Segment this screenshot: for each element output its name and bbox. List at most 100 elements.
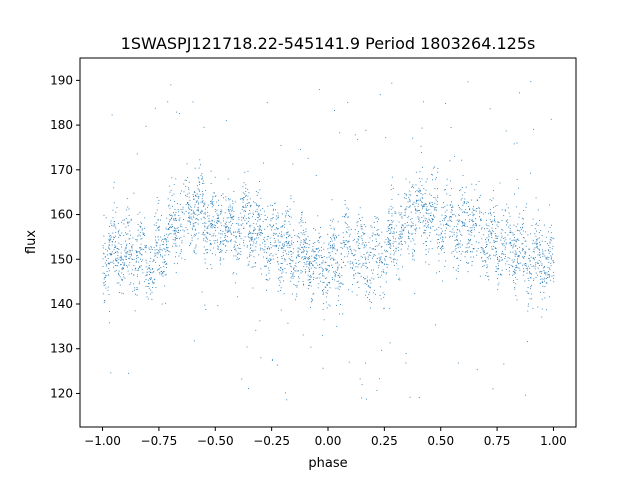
- data-point: [297, 254, 299, 256]
- data-point: [485, 261, 487, 263]
- data-point: [505, 246, 506, 248]
- data-point: [341, 259, 342, 260]
- data-point: [538, 241, 540, 243]
- data-point: [268, 247, 270, 249]
- data-point: [182, 212, 184, 214]
- data-point: [250, 224, 252, 226]
- data-point: [535, 264, 537, 266]
- data-point: [522, 230, 524, 232]
- data-point: [228, 206, 230, 208]
- data-point: [426, 245, 427, 246]
- data-point: [192, 101, 194, 103]
- data-point: [198, 209, 199, 211]
- data-point: [267, 260, 269, 262]
- data-point: [356, 282, 358, 283]
- data-point: [550, 279, 552, 281]
- data-point: [161, 240, 163, 242]
- data-point: [368, 254, 370, 256]
- data-point: [414, 233, 416, 235]
- data-point: [445, 216, 447, 218]
- data-point: [123, 264, 125, 266]
- data-point: [146, 274, 148, 276]
- data-point: [308, 284, 310, 286]
- data-point: [352, 255, 354, 257]
- data-point: [145, 247, 147, 249]
- data-point: [266, 102, 268, 104]
- data-point: [462, 244, 463, 246]
- data-point: [297, 236, 299, 238]
- data-point: [412, 223, 414, 225]
- data-point: [333, 271, 335, 273]
- data-point: [145, 266, 147, 268]
- data-point: [468, 242, 470, 244]
- data-point: [139, 211, 141, 213]
- data-point: [291, 240, 293, 242]
- data-point: [508, 226, 510, 228]
- data-point: [390, 223, 392, 225]
- data-point: [202, 180, 204, 182]
- data-point: [283, 254, 284, 256]
- data-point: [480, 218, 482, 220]
- data-point: [489, 219, 491, 221]
- data-point: [429, 202, 431, 204]
- data-point: [211, 219, 213, 221]
- data-point: [314, 260, 316, 262]
- data-point: [144, 247, 146, 249]
- data-point: [123, 276, 125, 278]
- data-point: [309, 265, 311, 267]
- data-point: [322, 335, 324, 337]
- data-point: [159, 225, 161, 227]
- data-point: [388, 239, 390, 241]
- data-point: [521, 217, 523, 219]
- data-point: [190, 242, 192, 244]
- data-point: [225, 221, 227, 223]
- data-point: [366, 267, 368, 269]
- data-point: [217, 215, 219, 217]
- data-point: [303, 283, 305, 285]
- data-point: [544, 272, 546, 274]
- data-point: [337, 300, 339, 302]
- data-point: [508, 270, 510, 272]
- data-point: [242, 201, 244, 203]
- data-point: [319, 272, 321, 274]
- data-point: [479, 212, 481, 214]
- data-point: [231, 208, 233, 210]
- y-axis-label: flux: [24, 230, 39, 254]
- data-point: [528, 303, 529, 305]
- data-point: [286, 237, 287, 239]
- data-point: [153, 271, 155, 273]
- data-point: [544, 250, 546, 252]
- data-point: [189, 221, 191, 223]
- data-point: [471, 261, 473, 262]
- data-point: [444, 217, 446, 219]
- data-point: [346, 232, 348, 234]
- data-point: [120, 259, 122, 261]
- data-point: [488, 256, 490, 258]
- data-point: [159, 247, 161, 249]
- data-point: [490, 232, 492, 234]
- data-point: [412, 137, 414, 139]
- data-point: [268, 270, 270, 272]
- data-point: [238, 233, 240, 235]
- data-point: [157, 242, 158, 244]
- data-point: [330, 228, 332, 229]
- data-point: [171, 177, 173, 179]
- data-point: [546, 258, 548, 260]
- data-point: [286, 242, 288, 244]
- data-point: [395, 238, 396, 240]
- data-point: [168, 229, 169, 231]
- data-point: [305, 272, 307, 274]
- data-point: [408, 200, 410, 202]
- data-point: [332, 244, 334, 246]
- data-point: [410, 240, 412, 242]
- data-point: [532, 240, 534, 242]
- data-point: [404, 240, 406, 242]
- data-point: [217, 245, 219, 247]
- data-point: [288, 221, 290, 223]
- data-point: [237, 223, 239, 225]
- data-point: [281, 269, 283, 271]
- data-point: [517, 267, 519, 269]
- data-point: [374, 216, 376, 218]
- data-point: [395, 231, 397, 233]
- data-point: [238, 258, 240, 260]
